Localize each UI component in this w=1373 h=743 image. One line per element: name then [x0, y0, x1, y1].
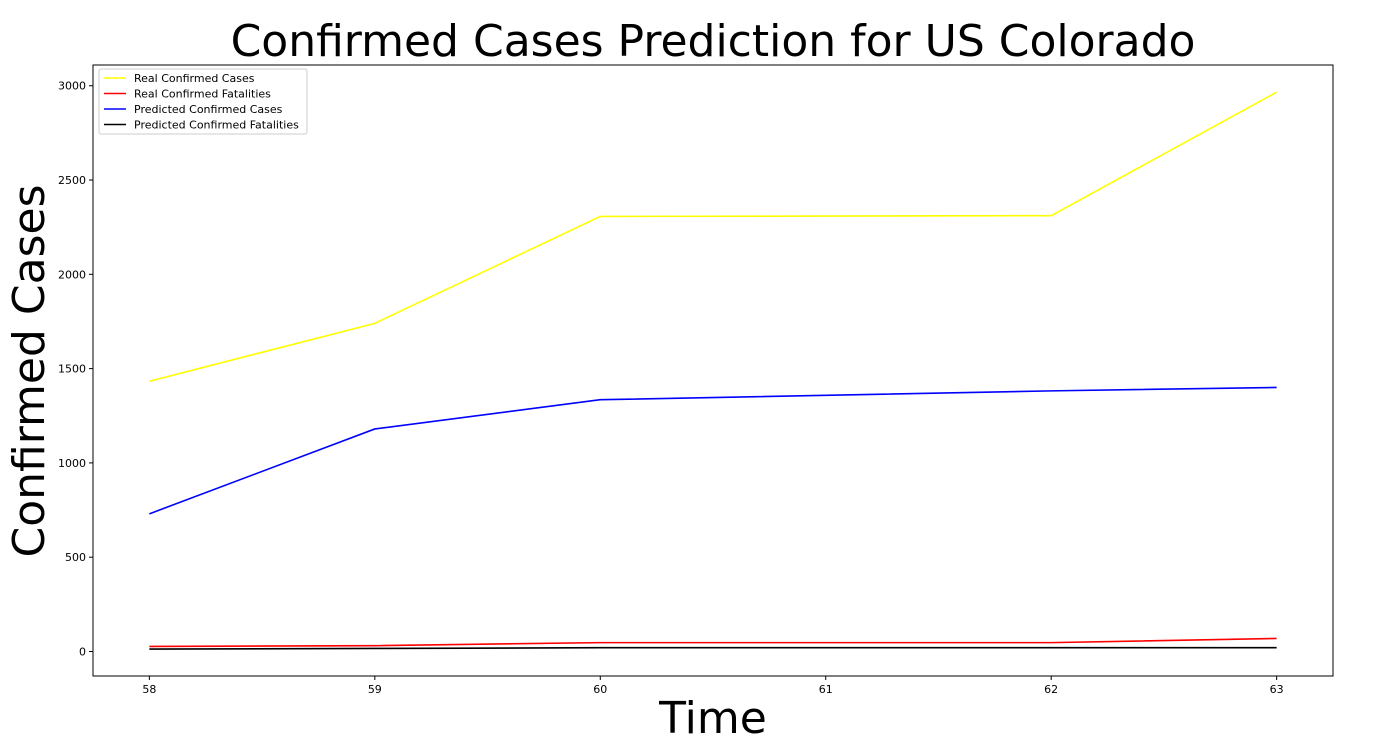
x-axis: 58 59 60 61 62 63: [142, 676, 1284, 696]
x-tick-label: 63: [1270, 683, 1284, 696]
x-tick-label: 62: [1044, 683, 1058, 696]
x-axis-label: Time: [658, 693, 767, 743]
x-tick-label: 60: [593, 683, 607, 696]
legend-label: Predicted Confirmed Cases: [134, 103, 283, 116]
x-tick-label: 61: [819, 683, 833, 696]
y-axis: 0 500 1000 1500 2000 2500 3000: [58, 80, 93, 658]
series-line-1: [149, 91, 1278, 383]
y-tick-label: 1000: [58, 457, 86, 470]
x-tick-label: 58: [142, 683, 156, 696]
plot-area: [92, 64, 1334, 677]
series-line-4: [149, 646, 1277, 650]
x-tick-label: 59: [368, 683, 382, 696]
y-tick-label: 500: [65, 551, 86, 564]
y-axis-label: Confirmed Cases: [4, 184, 55, 557]
series-lines: [149, 91, 1278, 650]
y-tick-label: 3000: [58, 80, 86, 93]
legend-label: Real Confirmed Fatalities: [134, 88, 271, 101]
y-tick-label: 2500: [58, 174, 86, 187]
y-tick-label: 2000: [58, 268, 86, 281]
y-tick-label: 1500: [58, 363, 86, 376]
series-line-2: [149, 637, 1277, 648]
legend-box: [98, 68, 308, 135]
legend-label: Predicted Confirmed Fatalities: [134, 119, 299, 132]
legend: Real Confirmed Cases Real Confirmed Fatal…: [98, 68, 308, 135]
legend-label: Real Confirmed Cases: [134, 72, 255, 85]
chart-title: Confirmed Cases Prediction for US Colora…: [231, 16, 1196, 67]
y-tick-label: 0: [79, 645, 86, 658]
series-line-3: [149, 386, 1277, 515]
